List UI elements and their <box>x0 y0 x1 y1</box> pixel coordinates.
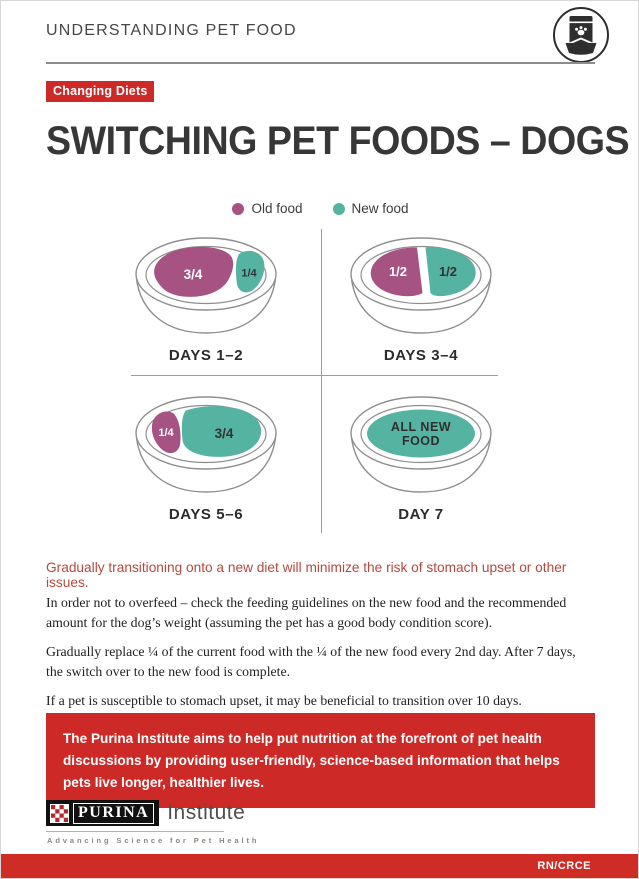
bowl-day-7-graphic: ALL NEW FOOD <box>350 396 492 493</box>
body-paragraph: In order not to overfeed – check the fee… <box>46 595 567 630</box>
quadrant-divider-vertical <box>321 229 322 533</box>
legend-label: Old food <box>251 201 303 216</box>
bowl-caption: DAYS 3–4 <box>383 347 459 364</box>
old-portion-label: 1/4 <box>158 427 174 439</box>
logo-tagline: Advancing Science for Pet Health <box>47 836 260 845</box>
new-portion-label: 1/4 <box>241 268 257 280</box>
header-divider <box>46 62 595 64</box>
bowl-diagram-day-7: ALL NEW FOOD DAY 7 <box>346 394 496 523</box>
legend: Old food New food <box>1 201 638 216</box>
purina-institute-logo: PURINA Institute <box>46 800 245 826</box>
body-text: In order not to overfeed – check the fee… <box>46 593 586 721</box>
section-badge: Changing Diets <box>46 81 155 102</box>
purina-institute-callout: The Purina Institute aims to help put nu… <box>46 713 595 809</box>
footer-code: RN/CRCE <box>537 860 591 872</box>
quadrant-divider-horizontal <box>131 375 498 376</box>
page-title: SWITCHING PET FOODS – DOGS <box>46 119 630 163</box>
legend-label: New food <box>351 201 409 216</box>
old-portion-label: 1/2 <box>389 264 407 279</box>
old-food-dot-icon <box>232 202 245 215</box>
bowl-diagram-days-1-2: 3/4 1/4 DAYS 1–2 <box>131 235 281 364</box>
footer-bar: RN/CRCE <box>1 854 638 878</box>
body-paragraph: If a pet is susceptible to stomach upset… <box>46 693 522 709</box>
lead-statement: Gradually transitioning onto a new diet … <box>46 560 567 590</box>
new-portion-label: 1/2 <box>439 264 457 279</box>
institute-wordmark: Institute <box>167 801 246 824</box>
purina-wordmark: PURINA <box>73 802 155 824</box>
bowl-diagram-days-5-6: 1/4 3/4 DAYS 5–6 <box>131 394 281 523</box>
bowl-days-3-4-graphic: 1/2 1/2 <box>350 237 492 334</box>
legend-item-old-food: Old food <box>232 201 303 216</box>
old-portion-label: 3/4 <box>184 267 203 282</box>
legend-item-new-food: New food <box>332 201 409 216</box>
page-header-title: UNDERSTANDING PET FOOD <box>46 22 297 39</box>
bowl-caption: DAYS 5–6 <box>168 506 244 523</box>
bowl-caption: DAYS 1–2 <box>168 347 244 364</box>
bowl-diagram-days-3-4: 1/2 1/2 DAYS 3–4 <box>346 235 496 364</box>
bowl-caption: DAY 7 <box>398 506 444 523</box>
pet-food-bag-and-bowl-icon <box>553 7 609 63</box>
new-portion-label: 3/4 <box>215 426 234 441</box>
body-paragraph: Gradually replace ¼ of the current food … <box>46 644 576 679</box>
logo-divider <box>46 831 224 832</box>
bowl-days-5-6-graphic: 1/4 3/4 <box>135 396 277 493</box>
new-food-dot-icon <box>332 202 345 215</box>
all-new-food-label-line2: FOOD <box>402 434 440 448</box>
purina-checkerboard-icon <box>50 803 69 823</box>
all-new-food-label-line1: ALL NEW <box>391 420 451 434</box>
purina-logo-box: PURINA <box>46 800 160 826</box>
bowl-days-1-2-graphic: 3/4 1/4 <box>135 237 277 334</box>
